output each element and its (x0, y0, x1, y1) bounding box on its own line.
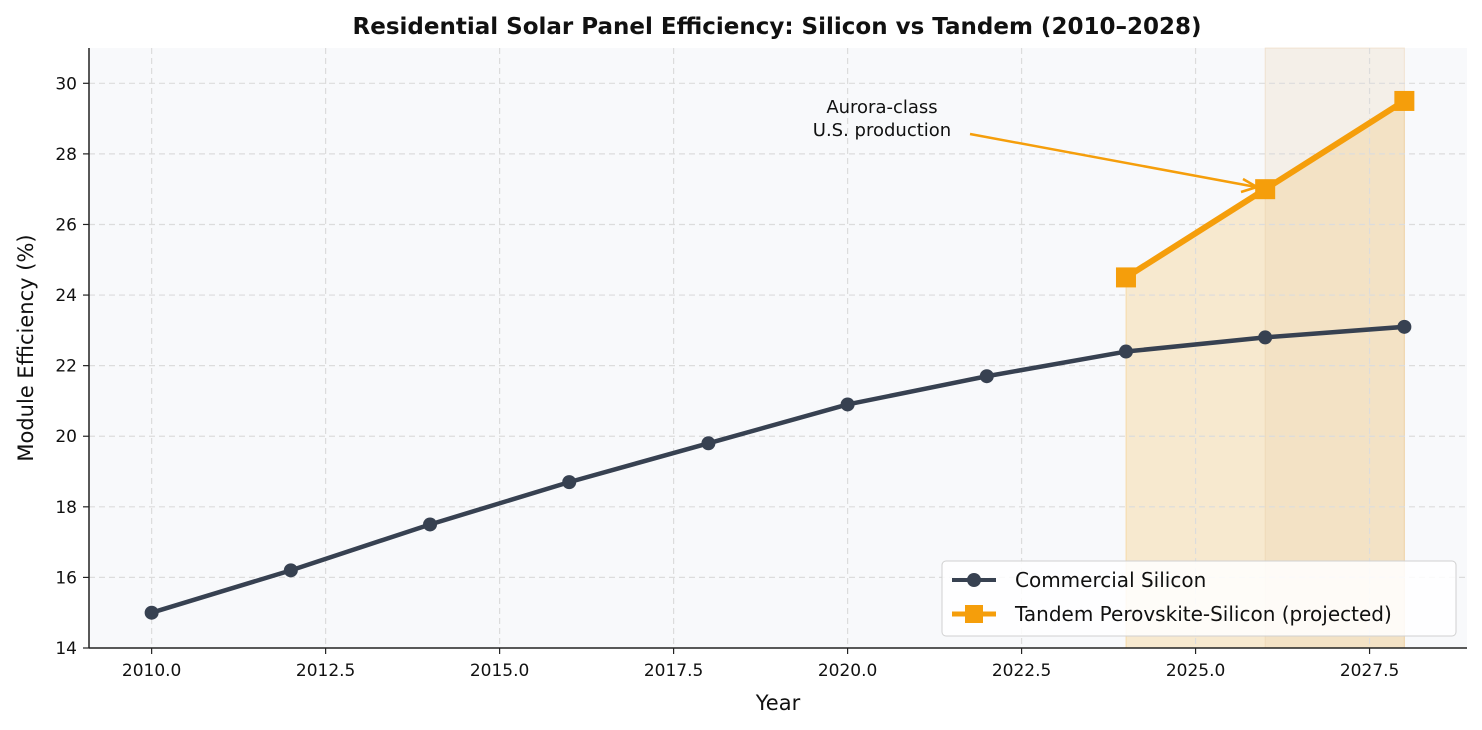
tandem-point (1115, 267, 1136, 288)
x-tick-label: 2017.5 (644, 661, 703, 681)
y-axis-label: Module Efficiency (%) (14, 234, 38, 461)
silicon-point (840, 397, 855, 412)
chart-title: Residential Solar Panel Efficiency: Sili… (353, 14, 1202, 40)
ticks: 2010.0 2012.5 2015.0 2017.5 2020.0 2022.5 2025… (55, 74, 1399, 681)
silicon-point (701, 436, 716, 451)
x-tick-label: 2010.0 (122, 661, 181, 681)
x-tick-label: 2012.5 (296, 661, 355, 681)
silicon-point (562, 475, 577, 490)
y-tick-label: 22 (55, 357, 77, 377)
tandem-point (1255, 179, 1276, 200)
y-tick-label: 20 (55, 427, 77, 447)
silicon-point (1397, 319, 1412, 334)
vertical-span-region (1264, 47, 1405, 649)
x-tick-label: 2025.0 (1166, 661, 1225, 681)
grid (89, 48, 1467, 648)
annotation-arrowhead (1240, 177, 1261, 194)
y-tick-label: 28 (55, 145, 77, 165)
legend-tandem-label: Tandem Perovskite-Silicon (projected) (1014, 602, 1392, 626)
silicon-point (1118, 344, 1133, 359)
y-tick-label: 24 (55, 286, 77, 306)
silicon-line (150, 324, 1405, 615)
annotation: Aurora-class U.S. production (813, 97, 1261, 194)
x-tick-label: 2020.0 (818, 661, 877, 681)
series-layer (144, 90, 1415, 620)
legend-silicon-label: Commercial Silicon (1015, 568, 1206, 592)
annotation-line-1: Aurora-class (826, 97, 937, 118)
silicon-point (1258, 330, 1273, 345)
legend: Commercial Silicon Tandem Perovskite-Sil… (941, 560, 1457, 637)
legend-tandem-marker (965, 605, 983, 623)
legend-silicon-marker (967, 573, 981, 587)
y-tick-label: 16 (55, 568, 77, 588)
y-tick-label: 18 (55, 498, 77, 518)
x-tick-label: 2022.5 (992, 661, 1051, 681)
x-axis-label: Year (755, 691, 801, 715)
silicon-point (979, 369, 994, 384)
x-tick-label: 2027.5 (1340, 661, 1399, 681)
annotation-arrow (969, 132, 1257, 189)
annotation-line-2: U.S. production (813, 120, 951, 141)
silicon-point (144, 605, 159, 620)
legend-box (941, 560, 1457, 637)
y-tick-label: 30 (55, 74, 77, 94)
x-tick-label: 2015.0 (470, 661, 529, 681)
silicon-point (283, 563, 298, 578)
y-tick-label: 14 (55, 639, 77, 659)
y-tick-label: 26 (55, 215, 77, 235)
tandem-point (1394, 90, 1415, 111)
plot-area (89, 48, 1467, 648)
silicon-point (423, 517, 438, 532)
